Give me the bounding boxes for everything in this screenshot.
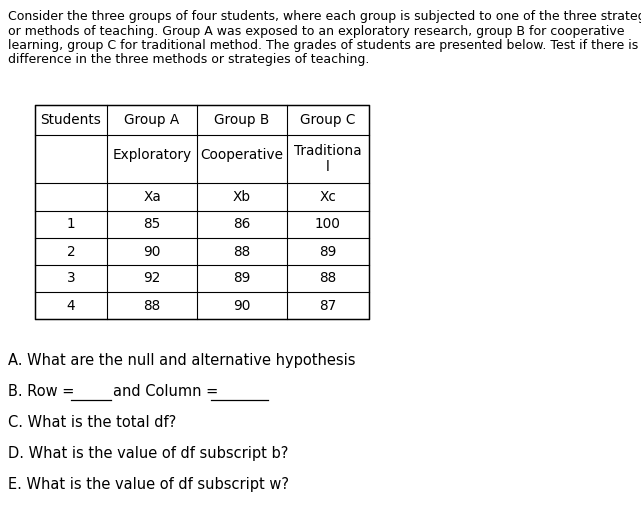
Text: 100: 100 <box>315 218 341 231</box>
Text: 90: 90 <box>144 244 161 259</box>
Text: 90: 90 <box>233 298 251 313</box>
Text: Traditiona: Traditiona <box>294 144 362 158</box>
Text: Students: Students <box>40 113 101 127</box>
Text: learning, group C for traditional method. The grades of students are presented b: learning, group C for traditional method… <box>8 39 641 52</box>
Text: Cooperative: Cooperative <box>201 148 283 162</box>
Text: difference in the three methods or strategies of teaching.: difference in the three methods or strat… <box>8 54 369 67</box>
Text: l: l <box>326 160 330 174</box>
Text: 86: 86 <box>233 218 251 231</box>
Bar <box>35 105 369 319</box>
Text: 1: 1 <box>67 218 75 231</box>
Text: Group A: Group A <box>124 113 179 127</box>
Text: D. What is the value of df subscript b?: D. What is the value of df subscript b? <box>8 446 288 461</box>
Text: Xb: Xb <box>233 190 251 204</box>
Text: C. What is the total df?: C. What is the total df? <box>8 415 176 430</box>
Text: E. What is the value of df subscript w?: E. What is the value of df subscript w? <box>8 477 289 492</box>
Text: Consider the three groups of four students, where each group is subjected to one: Consider the three groups of four studen… <box>8 10 641 23</box>
Text: Group B: Group B <box>214 113 270 127</box>
Text: 2: 2 <box>67 244 75 259</box>
Text: Group C: Group C <box>301 113 356 127</box>
Text: Xa: Xa <box>143 190 161 204</box>
Text: 89: 89 <box>319 244 337 259</box>
Text: A. What are the null and alternative hypothesis: A. What are the null and alternative hyp… <box>8 353 356 368</box>
Text: or methods of teaching. Group A was exposed to an exploratory research, group B : or methods of teaching. Group A was expo… <box>8 25 624 37</box>
Text: Exploratory: Exploratory <box>112 148 192 162</box>
Text: B. Row =: B. Row = <box>8 384 79 399</box>
Text: 87: 87 <box>319 298 337 313</box>
Text: and Column =: and Column = <box>113 384 223 399</box>
Text: Xc: Xc <box>320 190 337 204</box>
Text: 92: 92 <box>144 272 161 285</box>
Text: 88: 88 <box>319 272 337 285</box>
Text: 85: 85 <box>144 218 161 231</box>
Text: 3: 3 <box>67 272 75 285</box>
Text: 89: 89 <box>233 272 251 285</box>
Text: 4: 4 <box>67 298 75 313</box>
Text: 88: 88 <box>144 298 161 313</box>
Text: 88: 88 <box>233 244 251 259</box>
